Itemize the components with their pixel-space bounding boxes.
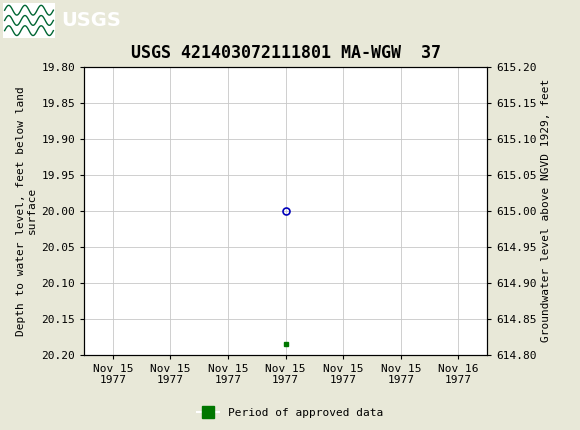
Y-axis label: Groundwater level above NGVD 1929, feet: Groundwater level above NGVD 1929, feet (541, 79, 551, 342)
Title: USGS 421403072111801 MA-WGW  37: USGS 421403072111801 MA-WGW 37 (130, 44, 441, 62)
Legend: Period of approved data: Period of approved data (193, 403, 387, 422)
Y-axis label: Depth to water level, feet below land
surface: Depth to water level, feet below land su… (16, 86, 37, 335)
Bar (3, 3, 55, 37)
Text: USGS: USGS (61, 11, 121, 30)
